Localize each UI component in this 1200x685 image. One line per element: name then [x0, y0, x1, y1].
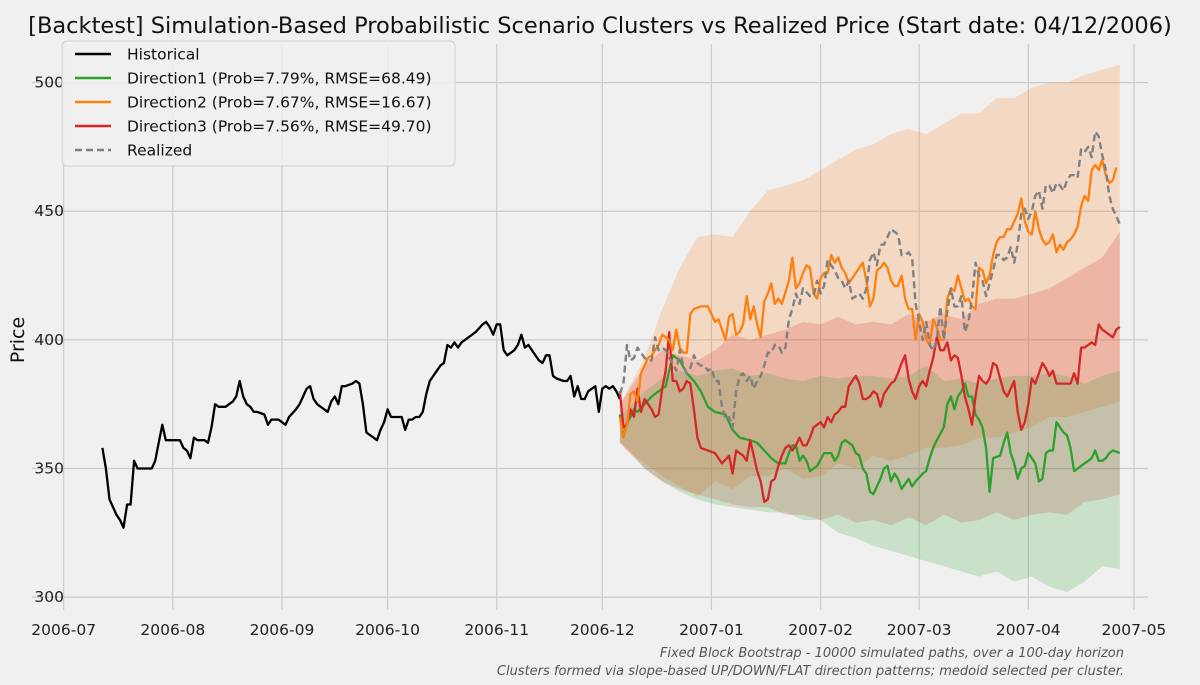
y-tick-label: 450 — [34, 202, 64, 220]
legend-label-direction3: Direction3 (Prob=7.56%, RMSE=49.70) — [127, 118, 432, 136]
chart-title: [Backtest] Simulation-Based Probabilisti… — [28, 13, 1172, 39]
line-direction2 — [618, 158, 1118, 439]
x-tick-labels: 2006-07 2006-08 2006-09 2006-10 2006-11 2006-… — [31, 621, 1166, 639]
x-tick-label: 2007-01 — [679, 621, 744, 639]
x-tick-label: 2006-10 — [355, 621, 420, 639]
x-tick-label: 2007-03 — [887, 621, 952, 639]
y-tick-labels: 300 350 400 450 500 — [34, 74, 64, 607]
x-tick-label: 2006-11 — [464, 621, 529, 639]
x-tick-label: 2006-08 — [140, 621, 205, 639]
y-tick-label: 500 — [34, 74, 64, 92]
line-historical — [101, 320, 621, 529]
legend-label-realized: Realized — [127, 142, 192, 160]
band-direction3 — [619, 231, 1120, 526]
band-direction1 — [619, 365, 1120, 592]
x-tick-label: 2007-02 — [788, 621, 853, 639]
y-tick-label: 300 — [34, 588, 64, 606]
line-direction1 — [618, 354, 1121, 496]
y-tick-label: 350 — [34, 460, 64, 478]
x-tick-label: 2006-07 — [31, 621, 96, 639]
x-tick-label: 2007-04 — [996, 621, 1061, 639]
x-tick-label: 2006-09 — [250, 621, 315, 639]
y-tick-label: 400 — [34, 331, 64, 349]
y-axis-label: Price — [7, 317, 29, 363]
x-tick-label: 2006-12 — [570, 621, 635, 639]
line-direction3 — [618, 323, 1121, 504]
x-tick-label: 2007-05 — [1102, 621, 1167, 639]
series-lines — [101, 130, 1121, 529]
legend: Historical Direction1 (Prob=7.79%, RMSE=6… — [61, 40, 456, 167]
legend-label-direction1: Direction1 (Prob=7.79%, RMSE=68.49) — [127, 70, 432, 88]
legend-label-direction2: Direction2 (Prob=7.67%, RMSE=16.67) — [127, 94, 432, 112]
uncertainty-bands — [619, 64, 1120, 592]
band-direction2 — [619, 64, 1120, 497]
footnote-method: Fixed Block Bootstrap - 10000 simulated … — [660, 646, 1124, 661]
legend-label-historical: Historical — [127, 46, 200, 64]
legend-box — [61, 40, 456, 167]
footnote-clusters: Clusters formed via slope-based UP/DOWN/… — [497, 664, 1124, 679]
